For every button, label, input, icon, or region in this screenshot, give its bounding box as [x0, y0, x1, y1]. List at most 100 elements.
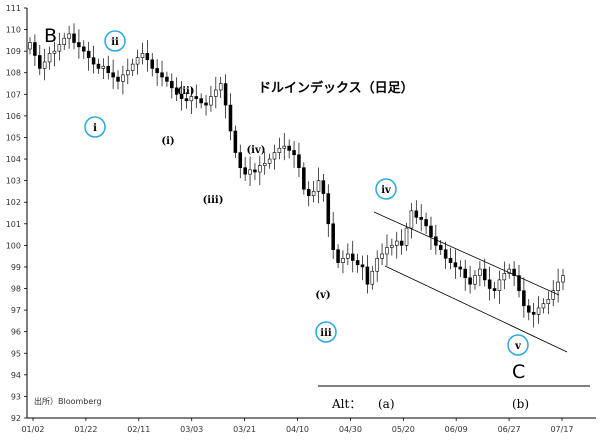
- candle-body: [336, 249, 340, 263]
- y-tick-label: 96: [11, 328, 21, 337]
- candle-body: [346, 253, 350, 259]
- candle-body: [223, 83, 228, 106]
- candle-body: [527, 305, 531, 313]
- candle-body: [199, 98, 203, 104]
- candle-body: [394, 240, 399, 246]
- wave-text: iii: [320, 328, 332, 339]
- candle-body: [482, 268, 487, 281]
- candle-body: [492, 288, 497, 291]
- wave-label-p-v: (v): [315, 290, 330, 301]
- wave-label-ii: ii: [104, 30, 126, 52]
- candle-body: [67, 33, 71, 39]
- x-tick-label: 04/30: [339, 425, 362, 434]
- wave-label-p-ii: (ii): [177, 86, 194, 97]
- candle-body: [390, 245, 394, 248]
- candle-body: [311, 191, 316, 197]
- candle-body: [214, 89, 218, 97]
- x-tick-label: 06/09: [445, 425, 468, 434]
- candle-body: [47, 53, 52, 63]
- candle-body: [116, 76, 120, 82]
- x-tick-label: 01/02: [21, 425, 44, 434]
- candle-body: [194, 96, 199, 99]
- candle-body: [174, 87, 179, 95]
- candle-body: [321, 180, 326, 194]
- candle-body: [52, 50, 57, 54]
- candle-body: [297, 154, 301, 168]
- candle-body: [130, 63, 135, 71]
- y-tick-label: 104: [6, 155, 21, 164]
- candle-body: [522, 290, 526, 307]
- candle-body: [42, 61, 47, 69]
- candle-body: [551, 290, 555, 300]
- candle-body: [438, 245, 443, 250]
- candle-body: [72, 33, 76, 43]
- wave-circle: [507, 334, 529, 356]
- wave-label-iii: iii: [315, 321, 337, 343]
- y-tick-label: 98: [11, 285, 21, 294]
- alt-a-label: (a): [378, 397, 395, 411]
- wave-label-iv: iv: [375, 178, 397, 200]
- candle-body: [184, 98, 189, 102]
- wave-label-v: v: [507, 334, 529, 356]
- candle-body: [302, 167, 306, 190]
- candle-body: [82, 46, 86, 52]
- candle-body: [106, 65, 111, 74]
- candle-body: [360, 264, 365, 268]
- candle-body: [258, 165, 262, 173]
- y-tick-label: 109: [6, 47, 21, 56]
- candle-body: [556, 281, 560, 291]
- candle-body: [77, 42, 81, 48]
- wave-circle: [84, 116, 106, 138]
- wave-label-i: i: [84, 116, 106, 138]
- candle-body: [135, 57, 140, 65]
- candles: [28, 23, 565, 328]
- alt-b-label: (b): [512, 397, 529, 411]
- candle-body: [561, 275, 565, 283]
- candle-body: [497, 279, 502, 291]
- candle-body: [453, 262, 458, 268]
- candle-body: [140, 53, 145, 58]
- candle-body: [292, 150, 296, 156]
- candle-body: [218, 83, 223, 91]
- candle-body: [91, 57, 96, 65]
- candle-body: [507, 268, 511, 274]
- channel-upper-line: [373, 211, 560, 296]
- y-tick-label: 110: [6, 26, 21, 35]
- x-tick-label: 04/10: [286, 425, 309, 434]
- candle-body: [341, 258, 345, 263]
- candle-body: [145, 53, 150, 61]
- candle-body: [243, 167, 247, 175]
- candle-body: [517, 275, 521, 291]
- candle-body: [409, 210, 414, 229]
- candle-body: [458, 266, 463, 270]
- x-tick-label: 03/03: [180, 425, 203, 434]
- candle-body: [238, 152, 243, 168]
- candle-body: [33, 42, 37, 56]
- candle-body: [165, 76, 169, 82]
- candle-body: [531, 311, 536, 315]
- y-tick-label: 100: [6, 241, 21, 250]
- channel-lower-line: [384, 265, 568, 353]
- y-axis: 92 93 94 95 96 97 98 99 100 101 102 103 104 105 106 107…: [6, 4, 27, 423]
- candle-body: [62, 37, 66, 45]
- source-note: 出所）Bloomberg: [34, 396, 102, 406]
- y-tick-label: 101: [6, 220, 21, 229]
- y-tick-label: 106: [6, 112, 21, 121]
- y-tick-label: 111: [6, 4, 21, 13]
- candle-body: [306, 188, 311, 197]
- candle-body: [277, 147, 282, 153]
- wave-circle: [315, 321, 337, 343]
- y-tick-label: 103: [6, 177, 21, 186]
- y-tick-label: 105: [6, 133, 21, 142]
- candle-body: [282, 145, 287, 149]
- candle-body: [228, 104, 233, 132]
- wave-label-p-iii: (iii): [203, 195, 224, 206]
- candle-body: [287, 145, 291, 151]
- candle-body: [262, 163, 267, 166]
- x-tick-label: 06/27: [498, 425, 521, 434]
- candle-body: [473, 275, 477, 285]
- candle-body: [380, 253, 384, 259]
- candle-body: [541, 303, 546, 309]
- candle-body: [170, 81, 174, 89]
